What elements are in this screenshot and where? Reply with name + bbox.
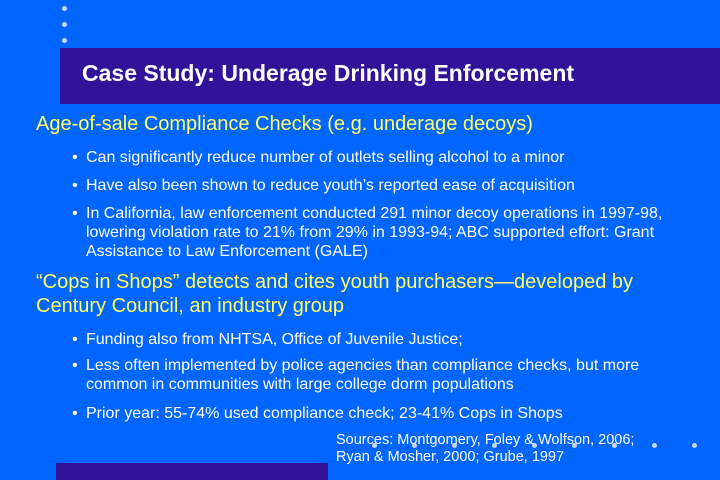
sources-line-2: Ryan & Mosher, 2000; Grube, 1997 xyxy=(336,449,565,465)
decor-dot xyxy=(692,443,697,448)
point2-sub-3-text: Prior year: 55-74% used compliance check… xyxy=(86,405,563,422)
point1-sub-3-text: In California, law enforcement conducted… xyxy=(86,205,663,260)
sources-citation: Sources: Montgomery, Foley & Wolfson, 20… xyxy=(336,432,634,466)
decorative-dots-bottom xyxy=(0,441,720,449)
bullet-glyph: • xyxy=(72,205,78,222)
point2-sub-1: • Funding also from NHTSA, Office of Juv… xyxy=(72,330,696,349)
point1-sub-1-text: Can significantly reduce number of outle… xyxy=(86,149,565,166)
point2-sub-3: • Prior year: 55-74% used compliance che… xyxy=(72,404,696,423)
title-bar: Case Study: Underage Drinking Enforcemen… xyxy=(60,48,720,104)
bullet-glyph: • xyxy=(72,405,78,422)
bullet-glyph: • xyxy=(72,177,78,194)
sources-line-1: Sources: Montgomery, Foley & Wolfson, 20… xyxy=(336,432,635,448)
decor-dot xyxy=(412,443,417,448)
point2-heading: “Cops in Shops” detects and cites youth … xyxy=(36,271,634,317)
decor-dot xyxy=(62,6,67,11)
bullet-glyph: • xyxy=(72,149,78,166)
slide-title: Case Study: Underage Drinking Enforcemen… xyxy=(82,60,575,86)
decor-dot xyxy=(62,22,67,27)
decor-dot xyxy=(62,38,67,43)
decor-dot xyxy=(492,443,497,448)
bullet-glyph: • xyxy=(72,331,78,348)
point2-sub-2-text: Less often implemented by police agencie… xyxy=(86,357,640,393)
point1-sub-1: • Can significantly reduce number of out… xyxy=(72,148,696,167)
point1-sub-3: • In California, law enforcement conduct… xyxy=(72,204,696,261)
point2-sub-1-text: Funding also from NHTSA, Office of Juven… xyxy=(86,331,463,348)
decor-dot xyxy=(572,443,577,448)
point1-sub-2-text: Have also been shown to reduce youth’s r… xyxy=(86,177,575,194)
decor-dot xyxy=(372,443,377,448)
decor-dot xyxy=(452,443,457,448)
bullet-glyph: • xyxy=(72,357,78,374)
decorative-dots-left xyxy=(62,0,70,48)
decor-dot xyxy=(652,443,657,448)
decor-dot xyxy=(532,443,537,448)
point1-sub-2: • Have also been shown to reduce youth’s… xyxy=(72,176,696,195)
decor-dot xyxy=(612,443,617,448)
footer-bar xyxy=(56,463,328,480)
point2-sub-2: • Less often implemented by police agenc… xyxy=(72,356,696,394)
point1-heading: Age-of-sale Compliance Checks (e.g. unde… xyxy=(36,113,533,135)
